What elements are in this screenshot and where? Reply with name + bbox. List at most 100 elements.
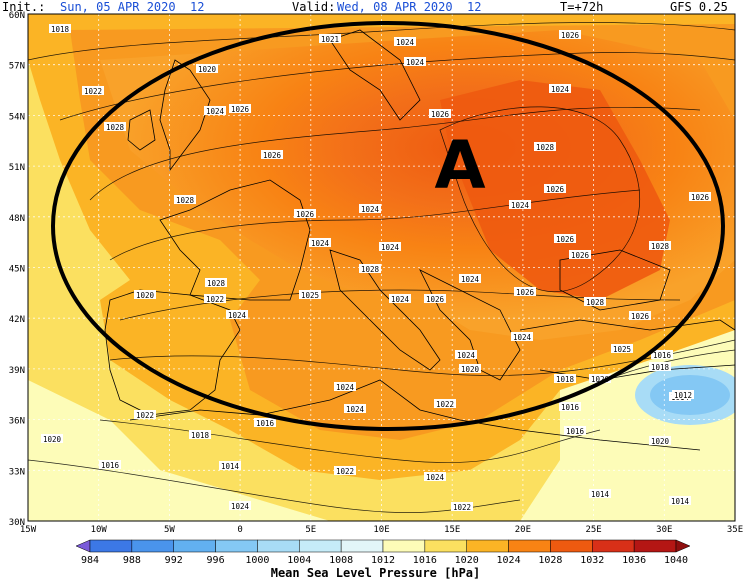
colorbar-arrow-right bbox=[675, 539, 691, 553]
isobar-label: 1014 bbox=[669, 496, 691, 506]
isobar-label: 1016 bbox=[651, 350, 673, 360]
isobar-label: 1020 bbox=[134, 290, 156, 300]
svg-text:1020: 1020 bbox=[43, 435, 62, 444]
isobar-label: 1026 bbox=[261, 150, 283, 160]
svg-text:1026: 1026 bbox=[296, 210, 315, 219]
isobar-label: 1028 bbox=[205, 278, 227, 288]
lon-label: 25E bbox=[585, 525, 601, 535]
isobar-label: 1016 bbox=[99, 460, 121, 470]
svg-text:1024: 1024 bbox=[361, 205, 380, 214]
svg-text:1016: 1016 bbox=[566, 427, 585, 436]
lat-label: 57N bbox=[9, 62, 25, 72]
isobar-label: 1016 bbox=[254, 418, 276, 428]
isobar-label: 1020 bbox=[459, 364, 481, 374]
isobar-label: 1022 bbox=[82, 86, 104, 96]
svg-text:1014: 1014 bbox=[671, 497, 690, 506]
svg-text:1022: 1022 bbox=[436, 400, 454, 409]
svg-text:1016: 1016 bbox=[101, 461, 120, 470]
colorbar-swatch bbox=[215, 539, 258, 553]
svg-text:1024: 1024 bbox=[461, 275, 480, 284]
isobar-label: 1026 bbox=[429, 109, 451, 119]
svg-text:1016: 1016 bbox=[653, 351, 672, 360]
colorbar-swatch bbox=[299, 539, 342, 553]
coastlines bbox=[104, 29, 736, 451]
latitude-labels: 60N 57N 54N 51N 48N 45N 42N 39N 36N 33N 30N bbox=[9, 11, 25, 528]
isobar-label: 1026 bbox=[294, 209, 316, 219]
svg-text:1026: 1026 bbox=[631, 312, 650, 321]
isobar-label: 1026 bbox=[514, 287, 536, 297]
svg-text:1024: 1024 bbox=[513, 333, 532, 342]
lat-label: 36N bbox=[9, 417, 25, 427]
isobar-label: 1028 bbox=[584, 297, 606, 307]
svg-text:1016: 1016 bbox=[256, 419, 275, 428]
init-label: Init.: bbox=[2, 0, 46, 14]
svg-text:1020: 1020 bbox=[591, 375, 610, 384]
isobar-label: 1024 bbox=[229, 501, 251, 511]
colorbar-tick: 1008 bbox=[329, 555, 353, 566]
lat-label: 51N bbox=[9, 163, 25, 173]
isobar-label: 1022 bbox=[451, 502, 473, 512]
svg-text:1024: 1024 bbox=[206, 107, 225, 116]
svg-text:1018: 1018 bbox=[51, 25, 70, 34]
svg-text:1026: 1026 bbox=[561, 31, 580, 40]
colorbar-arrow-left bbox=[75, 539, 91, 553]
isobar-label: 1024 bbox=[379, 242, 401, 252]
svg-text:1026: 1026 bbox=[571, 251, 590, 260]
isobar-label: 1022 bbox=[434, 399, 456, 409]
colorbar-tick: 988 bbox=[123, 555, 141, 566]
svg-text:1028: 1028 bbox=[536, 143, 555, 152]
svg-text:1028: 1028 bbox=[586, 298, 605, 307]
svg-text:1024: 1024 bbox=[426, 473, 445, 482]
colorbar-tick: 1016 bbox=[413, 555, 437, 566]
isobar-label: 1024 bbox=[455, 350, 477, 360]
colorbar-tick: 1020 bbox=[455, 555, 479, 566]
map-frame bbox=[27, 13, 736, 522]
isobar-label: 1018 bbox=[49, 24, 71, 34]
isobar-label: 1028 bbox=[359, 264, 381, 274]
colorbar-tick: 984 bbox=[81, 555, 99, 566]
colorbar-swatch bbox=[592, 539, 635, 553]
colorbar-tick: 1032 bbox=[580, 555, 604, 566]
lat-label: 48N bbox=[9, 214, 25, 224]
colorbar-swatch bbox=[257, 539, 300, 553]
lon-label: 10E bbox=[373, 525, 389, 535]
svg-text:1024: 1024 bbox=[457, 351, 476, 360]
isobar-label: 1018 bbox=[189, 430, 211, 440]
lon-label: 20E bbox=[515, 525, 531, 535]
svg-text:1028: 1028 bbox=[106, 123, 125, 132]
isobar-label: 1014 bbox=[219, 461, 241, 471]
isobar-label: 1016 bbox=[564, 426, 586, 436]
isobar-label: 1024 bbox=[459, 274, 481, 284]
colorbar-swatch bbox=[382, 539, 426, 553]
svg-text:1020: 1020 bbox=[461, 365, 480, 374]
colorbar-swatch bbox=[131, 539, 174, 553]
colorbar-tick: 996 bbox=[207, 555, 225, 566]
isobar-label: 1026 bbox=[554, 234, 576, 244]
colorbar-swatch bbox=[340, 539, 384, 553]
isobar-label: 1024 bbox=[424, 472, 446, 482]
lat-label: 42N bbox=[9, 315, 25, 325]
isobar-label: 1026 bbox=[229, 104, 251, 114]
svg-text:1024: 1024 bbox=[551, 85, 570, 94]
svg-text:1024: 1024 bbox=[311, 239, 330, 248]
colorbar-tick: 1036 bbox=[622, 555, 646, 566]
isobar-label: 1022 bbox=[204, 294, 226, 304]
colorbar-tick: 1000 bbox=[245, 555, 269, 566]
isobar-label: 1024 bbox=[549, 84, 571, 94]
model-name: GFS 0.25 bbox=[670, 0, 728, 14]
isobar-label: 1018 bbox=[649, 362, 671, 372]
isobar-label: 1025 bbox=[611, 344, 633, 354]
isobar-label: 1024 bbox=[359, 204, 381, 214]
svg-text:1024: 1024 bbox=[406, 58, 425, 67]
svg-text:1018: 1018 bbox=[191, 431, 210, 440]
svg-text:1024: 1024 bbox=[381, 243, 400, 252]
lat-label: 39N bbox=[9, 366, 25, 376]
svg-text:1025: 1025 bbox=[613, 345, 631, 354]
svg-text:1024: 1024 bbox=[396, 38, 415, 47]
svg-text:1026: 1026 bbox=[431, 110, 450, 119]
colorbar: 984 988 992 996 1000 1004 1008 1012 1016 1020 1024… bbox=[75, 539, 691, 566]
svg-text:1024: 1024 bbox=[391, 295, 410, 304]
lon-label: 35E bbox=[727, 525, 743, 535]
lat-label: 60N bbox=[9, 11, 25, 21]
svg-text:1026: 1026 bbox=[516, 288, 535, 297]
